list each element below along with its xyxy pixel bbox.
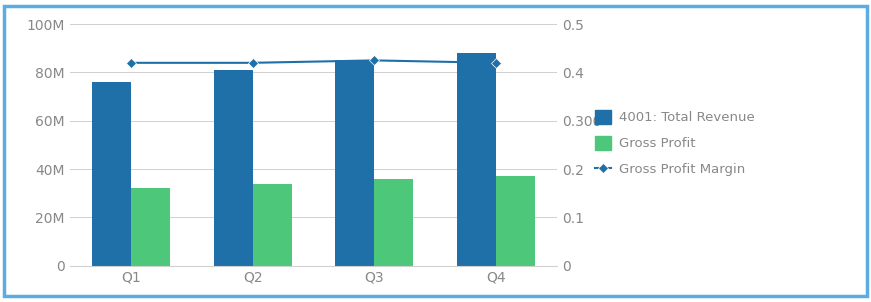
Bar [335, 60, 375, 266]
Bar [496, 176, 536, 266]
Bar [457, 53, 496, 266]
Bar [375, 179, 414, 266]
Legend: 4001: Total Revenue, Gross Profit, Gross Profit Margin: 4001: Total Revenue, Gross Profit, Gross… [591, 105, 760, 182]
Bar [253, 184, 292, 266]
Bar [131, 188, 170, 266]
Bar [213, 70, 253, 266]
Bar [91, 82, 131, 266]
